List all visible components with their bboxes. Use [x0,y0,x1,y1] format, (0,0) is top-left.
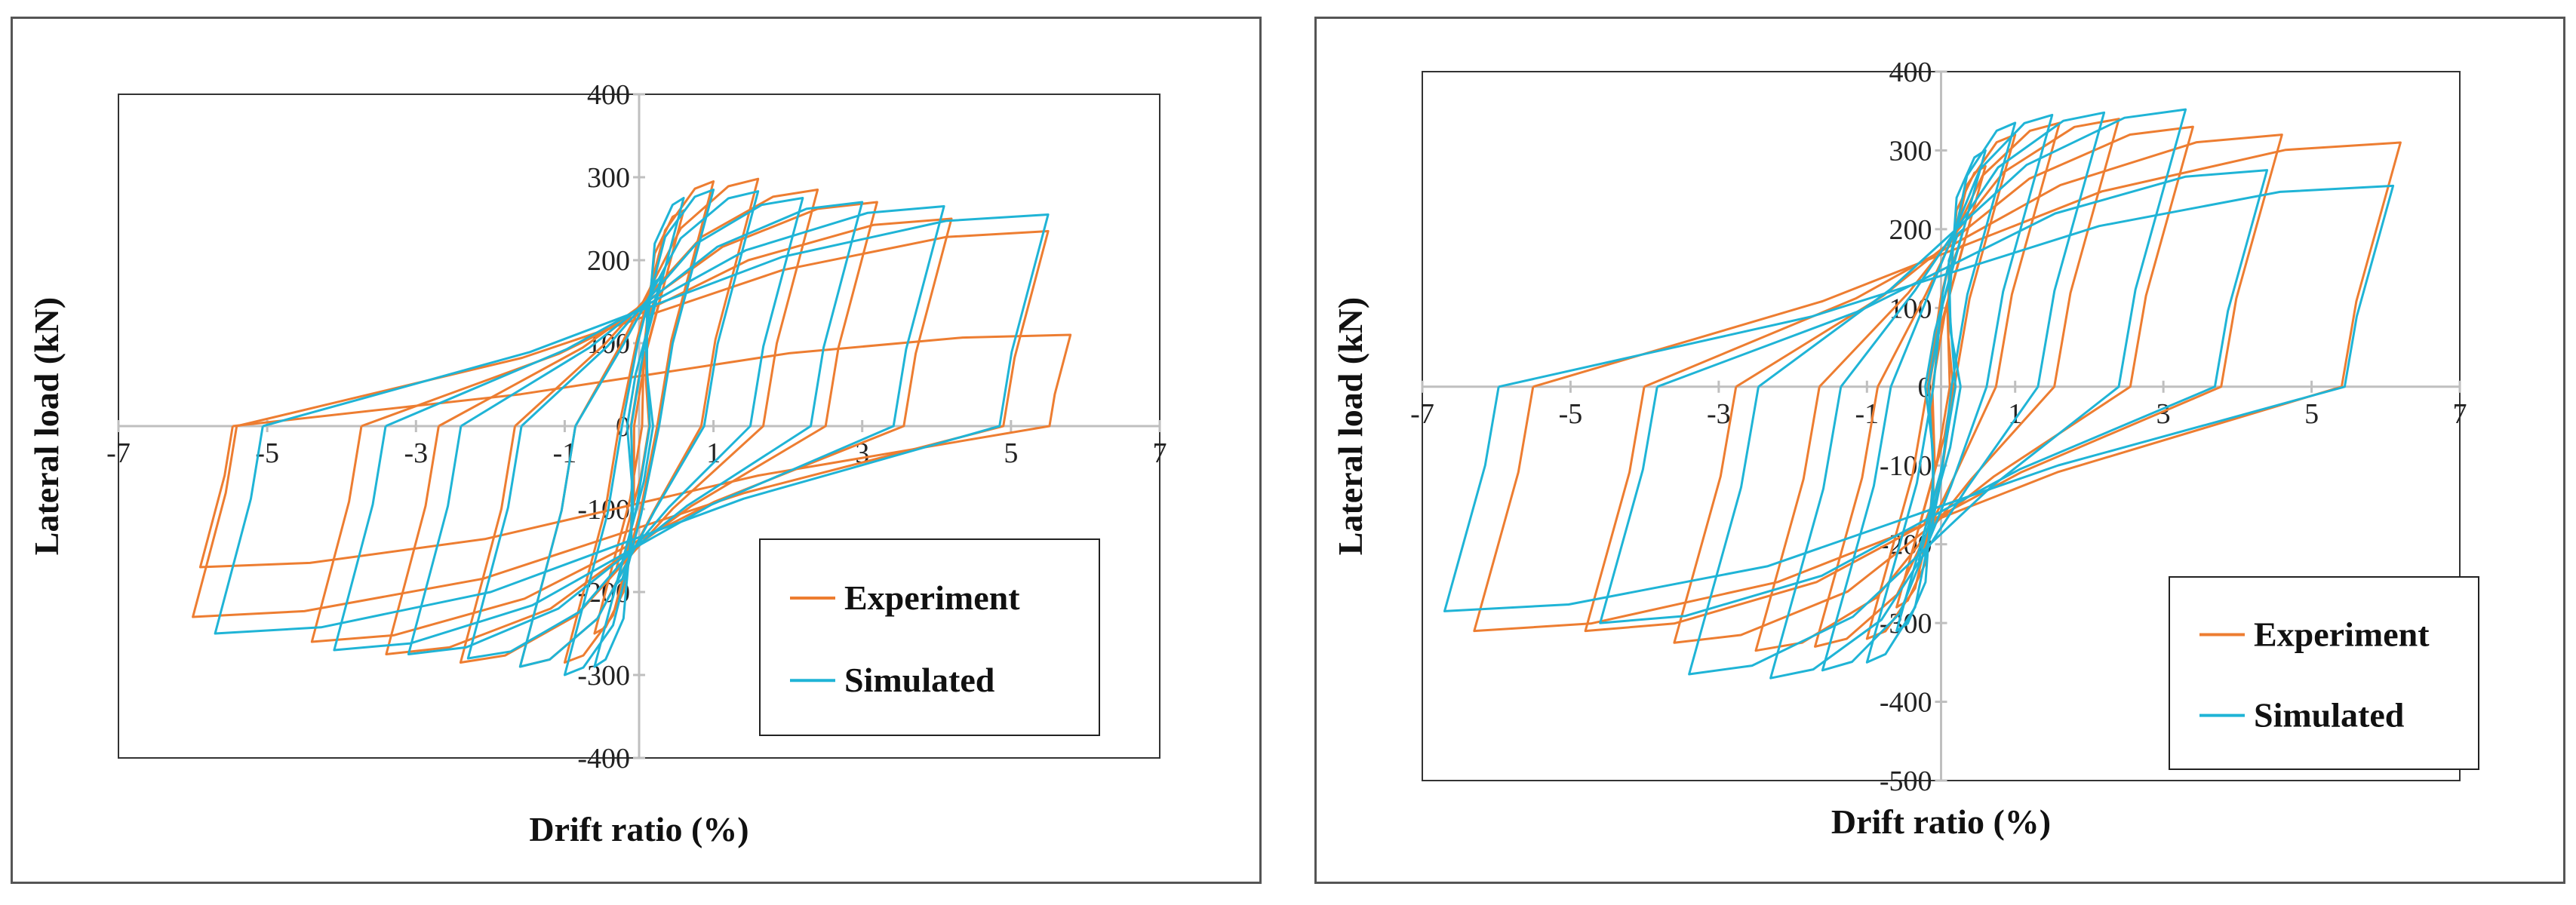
loop-experiment-5 [1673,125,2194,644]
loop-simulated-6 [1599,169,2269,624]
x-tick-label: -7 [106,437,131,469]
legend-label-experiment: Experiment [2254,615,2430,654]
x-tick-label: -7 [1410,398,1434,430]
x-axis-title: Drift ratio (%) [529,810,749,848]
x-tick-label: 1 [706,437,721,469]
x-tick-label: 5 [1004,437,1018,469]
y-tick-label: -100 [577,494,630,526]
x-tick-label: 1 [2008,398,2022,430]
loop-experiment-6 [1584,133,2283,633]
chart-panel-left: -7 -5 -3 -1 1 3 5 7 400 300 200 100 0 -100 -200 -300 -40… [11,17,1262,884]
y-tick-label: 200 [1889,214,1932,246]
loop-simulated-4 [466,197,804,660]
x-tick-label: -5 [1559,398,1583,430]
y-tick-label: 400 [1889,57,1932,88]
series-simulated [214,189,1050,676]
loop-simulated-1 [1895,149,1987,633]
x-tick-label: 7 [2453,398,2467,430]
loop-simulated-6 [333,205,945,652]
y-axis-title: Lateral load (kN) [1331,297,1369,555]
legend-box [2169,576,2479,770]
x-tick-label: -3 [404,437,428,469]
y-tick-label: -500 [1880,765,1932,797]
loop-experiment-2 [563,180,715,664]
y-tick-label: -400 [577,743,630,775]
loop-simulated-2 [563,189,715,676]
loop-simulated-3 [518,190,760,668]
loop-experiment-7 [192,230,1050,618]
y-axis-title: Lateral load (kN) [27,297,66,555]
loop-simulated-1 [593,197,685,668]
y-tick-label: 300 [1889,135,1932,167]
x-tick-label: 5 [2304,398,2319,430]
hysteresis-chart-left: -7 -5 -3 -1 1 3 5 74003002001000-100-200-300-40… [27,79,1167,848]
legend-label-simulated: Simulated [2254,696,2405,735]
x-axis-title: Drift ratio (%) [1831,802,2051,841]
loop-simulated-7 [214,213,1050,635]
y-tick-label: 200 [587,245,630,277]
loop-experiment-4 [1754,118,2120,652]
y-tick-label: 400 [587,79,630,111]
x-tick-label: -3 [1707,398,1731,430]
series-simulated [1443,108,2395,680]
y-tick-label: 300 [587,162,630,194]
loop-experiment-5 [385,201,878,655]
y-tick-label: -100 [1880,450,1932,482]
loop-simulated-5 [1688,108,2187,676]
loop-simulated-4 [1769,111,2106,680]
loop-simulated-5 [407,201,864,655]
loop-simulated-7 [1443,184,2395,612]
loop-simulated-3 [1821,113,2054,672]
chart-panel-right: -7 -5 -3 -1 1 3 5 7 400 300 200 100 0 -100 -200 -300 -40… [1314,17,2565,884]
y-tick-label: -400 [1880,687,1932,719]
loop-simulated-2 [1865,121,2017,664]
series-experiment [1473,118,2402,652]
loop-experiment-3 [1814,121,2061,648]
loop-experiment-8 [198,333,1072,569]
legend: Experiment Simulated [759,538,1100,736]
x-tick-label: 7 [1153,437,1167,469]
loop-experiment-6 [310,217,953,643]
legend: Experiment Simulated [2169,576,2479,770]
legend-label-experiment: Experiment [844,578,1020,617]
legend-label-simulated: Simulated [844,661,995,699]
hysteresis-chart-right: -7 -5 -3 -1 1 3 5 74003002001000-100-200-300-40… [1331,57,2479,841]
legend-box [759,538,1100,736]
